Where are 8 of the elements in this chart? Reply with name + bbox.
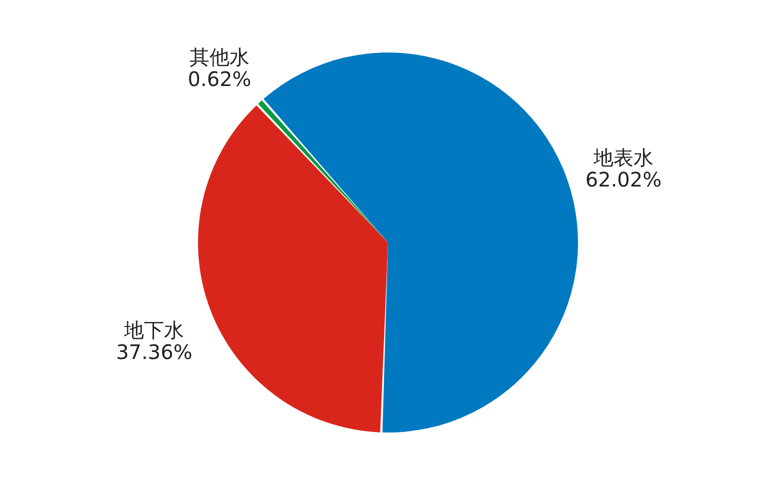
slice-label: 其他水 [190, 44, 250, 69]
slice-label: 地表水 [592, 146, 654, 170]
data-label: 37.36% [116, 340, 192, 364]
slice-label: 地下水 [123, 318, 184, 342]
data-label: 62.02% [585, 168, 662, 192]
pie-slice [198, 105, 388, 432]
data-label: 0.62% [188, 66, 252, 91]
pie-slice [264, 52, 578, 432]
